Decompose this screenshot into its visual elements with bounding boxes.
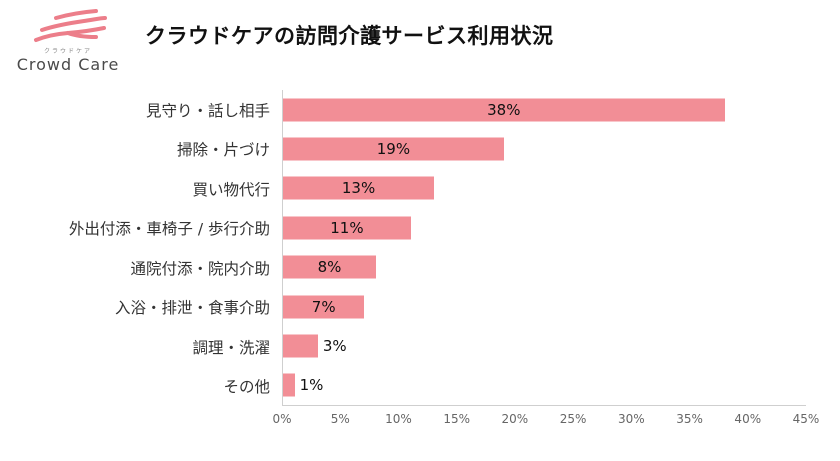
x-tick-label: 30% <box>617 412 645 426</box>
logo-wordmark: Crowd Care <box>16 55 120 74</box>
category-label: 入浴・排泄・食事介助 <box>114 299 270 318</box>
x-axis: 0% 5% 10% 15% 20% 25% 30% 35% 40% 45% <box>272 412 819 442</box>
bar-row: 13% <box>283 169 806 208</box>
bar-value-label: 7% <box>311 297 336 316</box>
plot-area: 38% 19% 13% 11% 8% 7% 3% 1% <box>282 90 806 406</box>
bar <box>283 98 725 122</box>
logo-subtext: クラウドケア <box>43 48 92 55</box>
bar-row: 8% <box>283 248 806 287</box>
category-label: 通院付添・院内介助 <box>130 259 270 278</box>
x-tick-label: 25% <box>559 412 587 426</box>
crowdcare-hand-icon <box>34 9 107 42</box>
category-label: 見守り・話し相手 <box>145 101 270 120</box>
x-tick-label: 5% <box>330 412 350 426</box>
bar <box>283 137 504 161</box>
category-label: 掃除・片づけ <box>176 141 270 160</box>
bar-value-label: 38% <box>487 100 521 119</box>
bar-value-label: 1% <box>299 376 324 395</box>
bar-value-label: 19% <box>376 140 411 159</box>
bar-row: 19% <box>283 129 806 168</box>
bar-value-label: 11% <box>330 218 364 237</box>
bar-row: 11% <box>283 208 806 247</box>
x-tick-label: 10% <box>385 412 412 426</box>
category-labels: 見守り・話し相手掃除・片づけ買い物代行外出付添・車椅子 / 歩行介助通院付添・院… <box>10 90 282 406</box>
plot-wrap: 38% 19% 13% 11% 8% 7% 3% 1% 0% 5% 10% 15% 20% 25% 30%… <box>272 90 819 450</box>
x-tick-label: 35% <box>676 412 703 426</box>
x-tick-label: 45% <box>792 412 820 426</box>
x-tick-label: 20% <box>501 412 529 426</box>
x-tick-label: 15% <box>443 412 470 426</box>
chart-title: クラウドケアの訪問介護サービス利用状況 <box>145 24 554 48</box>
bar <box>283 334 318 358</box>
bar <box>283 216 411 240</box>
x-tick-label: 0% <box>272 412 292 426</box>
bar-row: 38% <box>283 90 806 129</box>
bar-value-label: 13% <box>341 179 376 198</box>
bar-value-label: 8% <box>317 258 342 277</box>
bar <box>283 295 365 319</box>
bar-chart: 見守り・話し相手掃除・片づけ買い物代行外出付添・車椅子 / 歩行介助通院付添・院… <box>10 90 819 450</box>
bar <box>283 255 376 279</box>
bar <box>283 373 295 397</box>
bar-row: 1% <box>283 366 806 405</box>
crowdcare-logo: クラウドケア Crowd Care <box>12 6 124 74</box>
category-label: 買い物代行 <box>192 180 270 199</box>
bar-value-label: 3% <box>322 336 347 355</box>
bar-row: 7% <box>283 287 806 326</box>
x-tick-label: 40% <box>734 412 762 426</box>
category-label: 調理・洗濯 <box>192 338 270 357</box>
category-label: その他 <box>223 378 270 397</box>
category-label: 外出付添・車椅子 / 歩行介助 <box>68 220 270 239</box>
bar <box>283 176 435 200</box>
bar-row: 3% <box>283 326 806 365</box>
